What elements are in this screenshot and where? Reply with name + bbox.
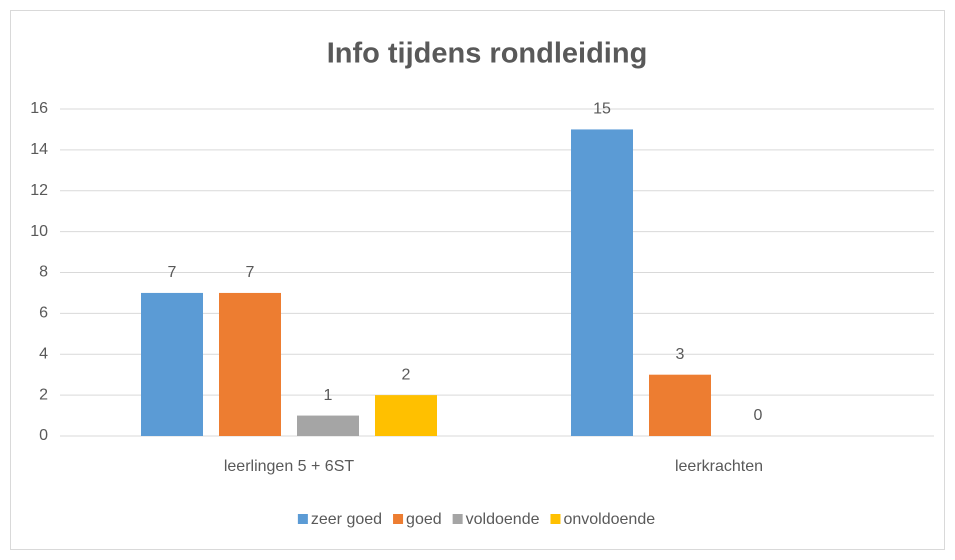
chart-border [10, 10, 945, 550]
data-label: 7 [168, 264, 177, 281]
data-label: 0 [754, 407, 763, 424]
bar [375, 395, 437, 436]
data-label: 7 [246, 264, 255, 281]
legend-swatch [393, 514, 404, 524]
bar [571, 129, 633, 436]
legend-label: voldoende [466, 511, 540, 528]
legend-swatch [550, 514, 561, 524]
legend-swatch [297, 514, 308, 524]
y-tick-label: 12 [30, 182, 48, 199]
bar [649, 374, 711, 436]
data-label: 3 [676, 346, 685, 363]
y-tick-label: 4 [39, 345, 48, 362]
data-label: 1 [324, 387, 333, 404]
x-tick-label: leerlingen 5 + 6ST [224, 458, 355, 475]
y-tick-label: 14 [30, 141, 48, 158]
y-tick-label: 0 [39, 427, 48, 444]
y-tick-label: 2 [39, 386, 48, 403]
y-tick-label: 8 [39, 264, 48, 281]
legend-swatch [452, 514, 463, 524]
legend-label: onvoldoende [563, 511, 655, 528]
chart-title: Info tijdens rondleiding [327, 38, 648, 70]
legend-label: zeer goed [311, 511, 382, 528]
legend-label: goed [406, 511, 442, 528]
y-tick-label: 10 [30, 223, 48, 240]
bar [141, 292, 203, 436]
bar [219, 292, 281, 436]
y-tick-label: 16 [30, 100, 48, 117]
data-label: 2 [402, 366, 411, 383]
bar [297, 415, 359, 436]
data-label: 15 [593, 101, 611, 118]
y-tick-label: 6 [39, 305, 48, 322]
x-tick-label: leerkrachten [675, 458, 763, 475]
